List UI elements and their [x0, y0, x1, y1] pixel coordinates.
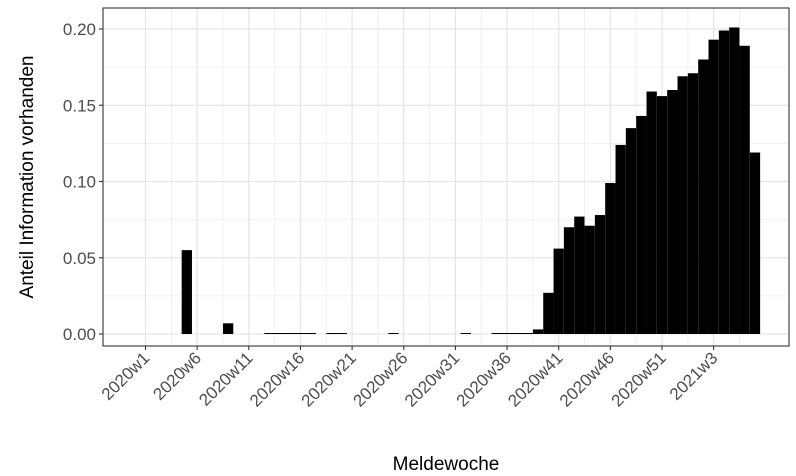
y-axis-title: Anteil Information vorhanden	[17, 56, 38, 299]
bar-2020w43	[574, 216, 585, 334]
bar-2020w5	[181, 250, 192, 334]
bar-2020w9	[222, 323, 234, 334]
x-tick-label: 2020w21	[298, 348, 360, 410]
x-tick-label: 2021w3	[666, 348, 722, 404]
bar-2021w3	[708, 39, 719, 335]
y-tick-label: 0.20	[63, 20, 96, 39]
x-tick-label: 2020w36	[453, 348, 515, 410]
bar-2020w40	[543, 292, 554, 334]
bar-2020w14	[274, 333, 285, 334]
bar-2021w5	[729, 27, 740, 334]
bar-2020w25	[388, 333, 399, 334]
bar-2020w41	[553, 248, 564, 334]
bar-2020w45	[594, 215, 606, 334]
bar-2020w38	[522, 333, 533, 334]
bar-2020w51	[656, 96, 668, 334]
x-tick-label: 2020w26	[349, 348, 411, 410]
bar-2020w35	[491, 333, 502, 334]
bar-2021w2	[698, 59, 709, 334]
y-tick-label: 0.10	[63, 173, 96, 192]
x-tick-label: 2020w31	[401, 348, 463, 410]
bar-2020w50	[646, 91, 657, 335]
bar-2020w52	[667, 90, 678, 334]
minor-gridlines	[103, 8, 789, 346]
y-axis-ticks: 0.00 0.05 0.10 0.15 0.20	[63, 20, 103, 344]
x-axis-title: Meldewoche	[393, 454, 500, 475]
bar-2020w37	[512, 333, 523, 334]
bar-2020w42	[563, 227, 575, 334]
bar-2020w15	[284, 333, 296, 334]
bar-2020w17	[305, 333, 316, 334]
bar-2021w7	[749, 152, 761, 334]
y-tick-label: 0.15	[63, 96, 96, 115]
y-tick-label: 0.00	[63, 325, 96, 344]
bar-2020w19	[326, 333, 337, 334]
x-tick-label: 2020w16	[246, 348, 308, 410]
bar-2020w36	[501, 333, 513, 334]
bar-2020w53	[677, 76, 688, 335]
bar-2020w46	[605, 183, 616, 334]
plot-border	[102, 7, 790, 347]
y-tick-label: 0.05	[63, 249, 96, 268]
bar-2020w13	[264, 333, 275, 334]
bar-2020w47	[615, 144, 626, 334]
bar-2020w20	[336, 333, 347, 334]
x-axis-ticks: 2020w12020w62020w112020w162020w212020w26…	[98, 346, 722, 411]
x-tick-label: 2020w46	[556, 348, 618, 410]
x-tick-label: 2020w11	[195, 348, 256, 409]
bar-2020w16	[295, 333, 306, 334]
x-tick-label: 2020w51	[608, 348, 670, 410]
bar-2021w1	[687, 73, 699, 334]
bar-2020w49	[636, 115, 647, 334]
x-tick-label: 2020w41	[504, 348, 566, 410]
bar-2021w4	[718, 30, 730, 335]
bar-2020w32	[460, 333, 471, 334]
bar-2021w6	[739, 45, 750, 335]
x-tick-label: 2020w1	[98, 348, 154, 404]
bar-2020w48	[625, 128, 637, 334]
bar-2020w39	[532, 329, 544, 334]
bars	[181, 27, 761, 335]
bar-2020w44	[584, 225, 595, 334]
